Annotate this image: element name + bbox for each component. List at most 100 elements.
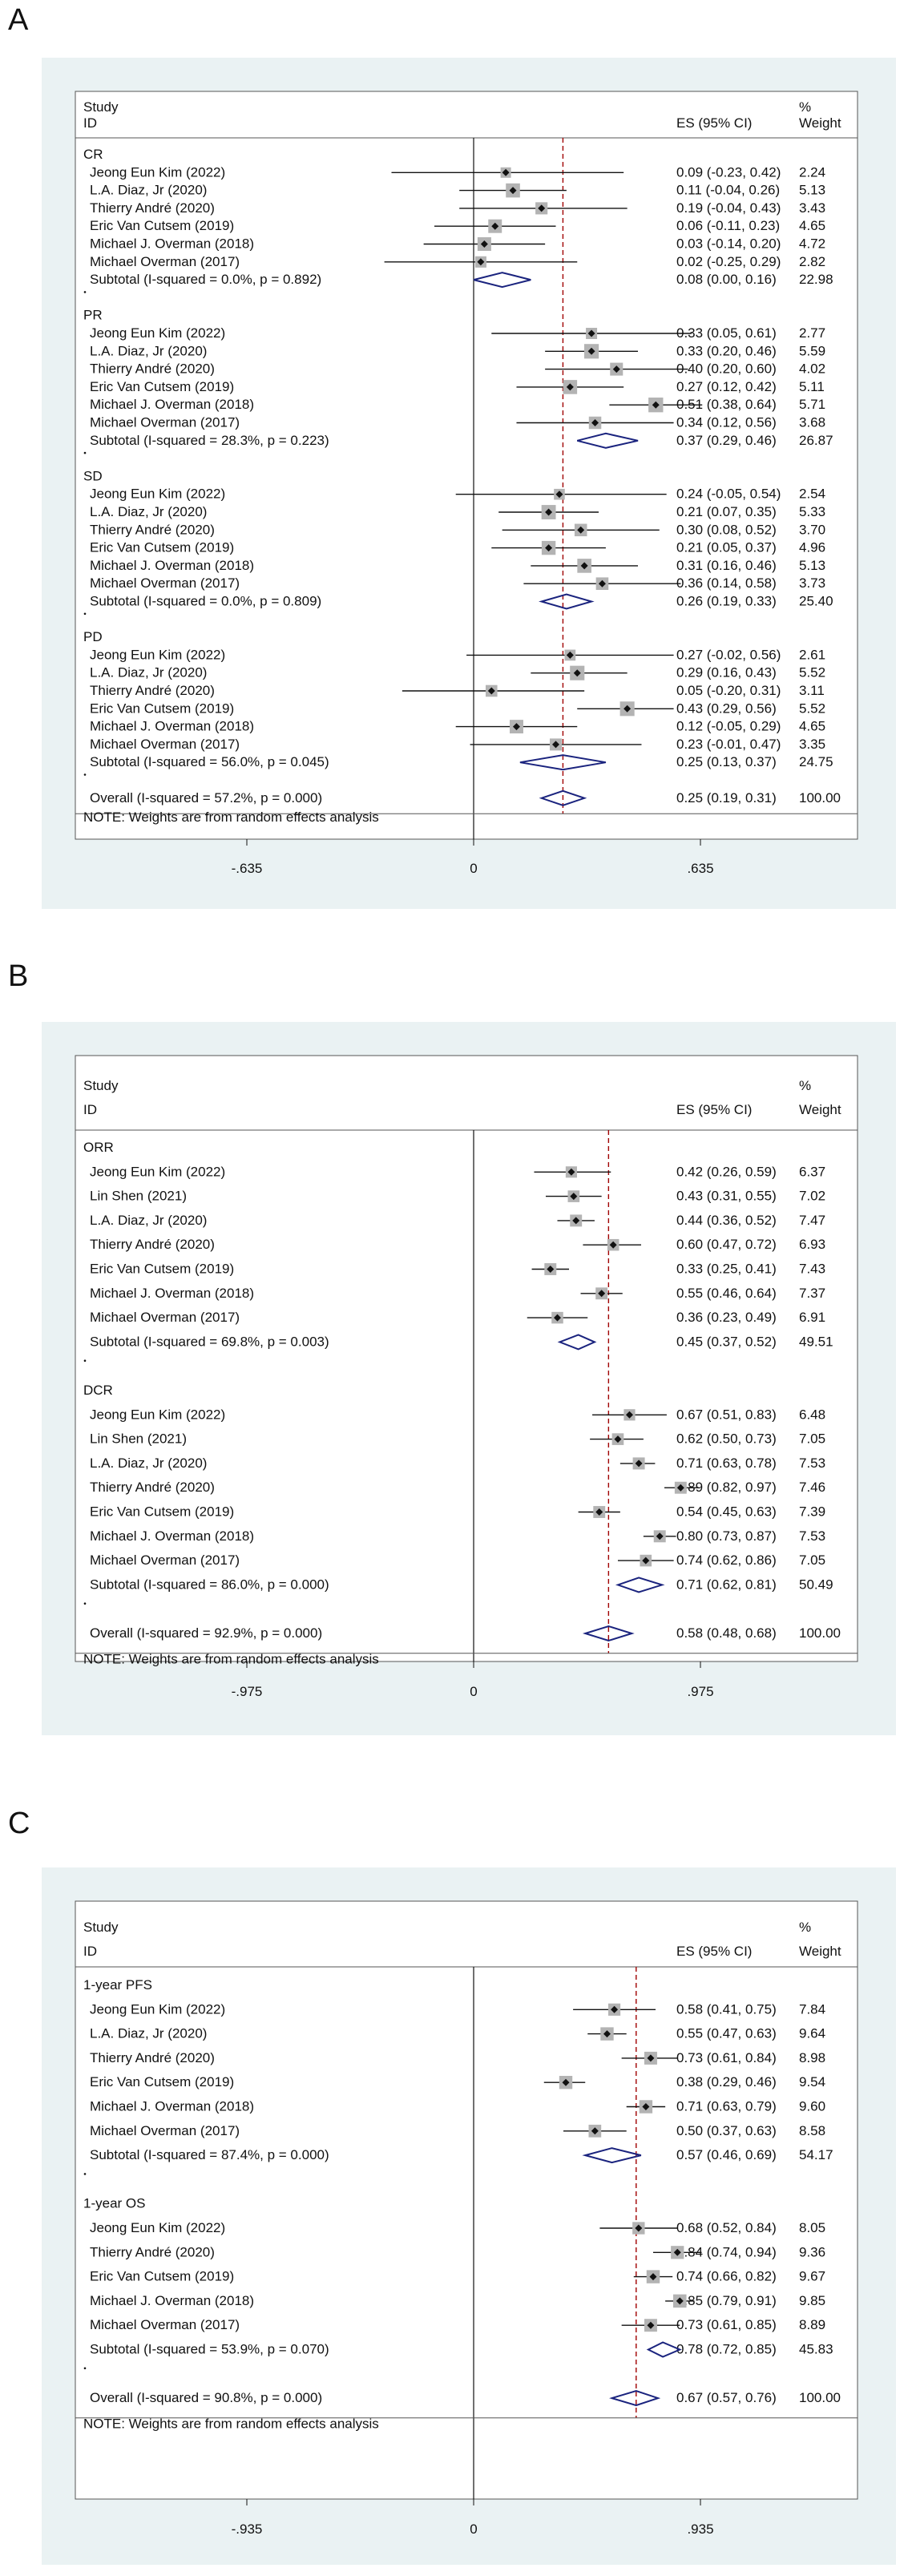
study-point-estimate [545,544,553,552]
study-point-estimate [603,2030,611,2038]
study-weight: 4.02 [799,361,825,377]
study-weight: 9.67 [799,2269,825,2284]
study-point-estimate [512,723,520,731]
study-name: Jeong Eun Kim (2022) [90,1407,225,1422]
study-weight: 7.47 [799,1213,825,1228]
overall-diamond [539,789,587,806]
overall-label: Overall (I-squared = 92.9%, p = 0.000) [90,1625,322,1641]
study-weight: 5.33 [799,504,825,519]
spacer-dot [83,773,87,776]
study-name: Eric Van Cutsem (2019) [90,2074,234,2089]
study-weight: 3.35 [799,737,825,752]
study-point-estimate [652,401,660,409]
study-point-estimate [566,383,574,391]
study-ci: 0.31 (0.16, 0.46) [676,558,777,573]
subtotal-ci: 0.71 (0.62, 0.81) [676,1577,777,1592]
study-name: Eric Van Cutsem (2019) [90,379,234,394]
subtotal-label: Subtotal (I-squared = 69.8%, p = 0.003) [90,1334,329,1349]
header-id: ID [83,1944,97,1959]
study-weight: 5.11 [799,379,825,394]
study-ci: 0.55 (0.46, 0.64) [676,1286,777,1301]
header-es: ES (95% CI) [676,1102,752,1117]
study-ci: 0.58 (0.41, 0.75) [676,2001,777,2017]
study-point-estimate [647,2054,655,2062]
header-percent: % [799,99,811,115]
study-weight: 7.39 [799,1504,825,1520]
study-name: Thierry André (2020) [90,200,215,216]
study-point-estimate [612,365,620,373]
study-name: Michael J. Overman (2018) [90,719,254,734]
study-name: Michael Overman (2017) [90,1552,240,1568]
overall-label: Overall (I-squared = 57.2%, p = 0.000) [90,790,322,806]
study-point-estimate [676,1484,684,1492]
study-name: Thierry André (2020) [90,2244,215,2259]
study-point-estimate [656,1532,664,1540]
study-point-estimate [491,222,499,230]
study-point-estimate [480,240,488,248]
study-point-estimate [577,526,585,534]
study-ci: 0.43 (0.29, 0.56) [676,701,777,716]
study-point-estimate [624,705,632,713]
study-point-estimate [625,1411,633,1419]
study-weight: 5.71 [799,397,825,412]
overall-ci: 0.25 (0.19, 0.31) [676,790,777,806]
study-ci: 0.24 (-0.05, 0.54) [676,487,781,502]
study-name: Michael J. Overman (2018) [90,397,254,412]
study-ci: 0.80 (0.73, 0.87) [676,1528,777,1544]
study-weight: 5.52 [799,701,825,716]
subtotal-diamond [473,272,531,289]
study-point-estimate [587,329,595,337]
overall-weight: 100.00 [799,1625,841,1641]
study-ci: 0.55 (0.47, 0.63) [676,2026,777,2041]
study-name: L.A. Diaz, Jr (2020) [90,504,207,519]
study-weight: 7.02 [799,1189,825,1204]
subtotal-diamond [576,432,639,449]
study-ci: 0.12 (-0.05, 0.29) [676,719,781,734]
study-point-estimate [570,1193,578,1201]
study-name: Michael Overman (2017) [90,737,240,752]
study-weight: 9.36 [799,2244,825,2259]
study-ci: 0.36 (0.23, 0.49) [676,1310,777,1325]
study-weight: 7.53 [799,1528,825,1544]
study-name: Jeong Eun Kim (2022) [90,164,225,180]
panel-a-letter: A [8,3,29,37]
study-name: Thierry André (2020) [90,1237,215,1252]
subtotal-ci: 0.37 (0.29, 0.46) [676,433,777,448]
plot-area [75,91,858,840]
study-weight: 8.58 [799,2123,825,2138]
group-label: CR [83,147,103,162]
study-name: L.A. Diaz, Jr (2020) [90,343,207,358]
study-weight: 7.84 [799,2001,825,2017]
group-label: ORR [83,1140,114,1155]
study-weight: 8.05 [799,2220,825,2235]
study-name: Thierry André (2020) [90,683,215,698]
study-point-estimate [538,204,546,212]
study-name: Jeong Eun Kim (2022) [90,2001,225,2017]
subtotal-ci: 0.45 (0.37, 0.52) [676,1334,777,1349]
study-name: L.A. Diaz, Jr (2020) [90,2026,207,2041]
subtotal-weight: 45.83 [799,2342,833,2357]
subtotal-ci: 0.57 (0.46, 0.69) [676,2147,777,2162]
subtotal-ci: 0.25 (0.13, 0.37) [676,754,777,769]
study-name: Thierry André (2020) [90,522,215,537]
study-weight: 5.52 [799,665,825,680]
study-point-estimate [552,741,560,749]
study-point-estimate [573,669,581,677]
spacer-dot [83,2173,87,2175]
study-weight: 6.37 [799,1164,825,1179]
study-ci: 0.62 (0.50, 0.73) [676,1431,777,1447]
subtotal-label: Subtotal (I-squared = 86.0%, p = 0.000) [90,1577,329,1592]
study-weight: 6.48 [799,1407,825,1422]
subtotal-diamond [519,754,607,771]
subtotal-weight: 22.98 [799,272,833,287]
study-point-estimate [642,1557,650,1565]
study-weight: 9.64 [799,2026,825,2041]
study-name: Jeong Eun Kim (2022) [90,647,225,662]
subtotal-label: Subtotal (I-squared = 0.0%, p = 0.809) [90,594,321,609]
study-ci: 0.60 (0.47, 0.72) [676,1237,777,1252]
study-name: L.A. Diaz, Jr (2020) [90,665,207,680]
study-weight: 4.96 [799,540,825,555]
header-es: ES (95% CI) [676,115,752,131]
spacer-dot [83,451,87,454]
